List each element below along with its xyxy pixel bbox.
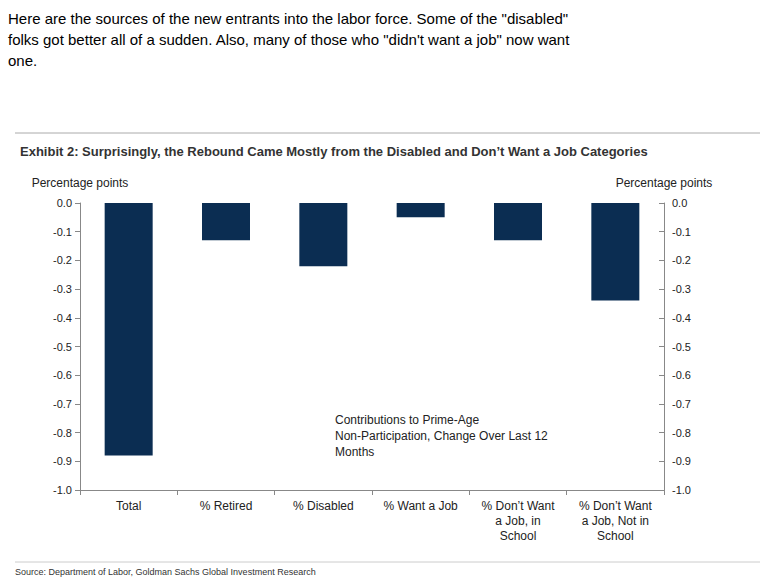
svg-text:-0.5: -0.5: [672, 341, 691, 353]
svg-text:-0.3: -0.3: [53, 283, 72, 295]
svg-text:-0.8: -0.8: [53, 427, 72, 439]
svg-text:% Retired: % Retired: [200, 499, 253, 513]
svg-text:-0.8: -0.8: [672, 427, 691, 439]
svg-text:% Don’t Want: % Don’t Want: [579, 499, 653, 513]
svg-text:% Disabled: % Disabled: [293, 499, 354, 513]
svg-text:0.0: 0.0: [672, 197, 687, 209]
svg-text:-0.7: -0.7: [53, 398, 72, 410]
svg-text:% Don’t Want: % Don’t Want: [482, 499, 556, 513]
svg-text:-0.6: -0.6: [53, 369, 72, 381]
svg-text:-0.4: -0.4: [672, 312, 691, 324]
svg-text:Months: Months: [335, 445, 374, 459]
svg-text:-0.7: -0.7: [672, 398, 691, 410]
svg-text:a Job, Not in: a Job, Not in: [578, 514, 652, 528]
svg-text:folks got better all of a sudd: folks got better all of a sudden. Also, …: [8, 31, 574, 48]
svg-text:a Job, in: a Job, in: [492, 514, 544, 528]
svg-text:-0.2: -0.2: [672, 254, 691, 266]
svg-text:-0.3: -0.3: [672, 283, 691, 295]
svg-text:% Want a Job: % Want a Job: [384, 499, 459, 513]
svg-text:-1.0: -1.0: [53, 484, 72, 496]
svg-text:School: School: [500, 529, 537, 543]
svg-text:Here are the sources of the ne: Here are the sources of the new entrants…: [8, 10, 572, 27]
svg-text:-0.1: -0.1: [672, 226, 691, 238]
svg-text:-0.4: -0.4: [53, 312, 72, 324]
svg-text:-0.2: -0.2: [53, 254, 72, 266]
svg-text:-0.9: -0.9: [53, 455, 72, 467]
svg-text:-0.1: -0.1: [53, 226, 72, 238]
svg-text:-0.9: -0.9: [672, 455, 691, 467]
svg-text:0.0: 0.0: [57, 197, 72, 209]
svg-text:Percentage points: Percentage points: [616, 176, 713, 190]
svg-text:School: School: [597, 529, 634, 543]
svg-text:Percentage points: Percentage points: [32, 176, 129, 190]
svg-text:-0.5: -0.5: [53, 341, 72, 353]
svg-text:Source: Department of Labor, G: Source: Department of Labor, Goldman Sac…: [15, 567, 316, 577]
svg-text:Exhibit 2: Surprisingly, the R: Exhibit 2: Surprisingly, the Rebound Cam…: [20, 144, 648, 159]
svg-text:-1.0: -1.0: [672, 484, 691, 496]
svg-text:Total: Total: [116, 499, 141, 513]
svg-text:one.: one.: [8, 52, 37, 69]
svg-text:-0.6: -0.6: [672, 369, 691, 381]
svg-text:Contributions to Prime-Age: Contributions to Prime-Age: [335, 413, 482, 427]
svg-text:Non-Participation, Change Over: Non-Participation, Change Over Last 12: [335, 429, 551, 443]
